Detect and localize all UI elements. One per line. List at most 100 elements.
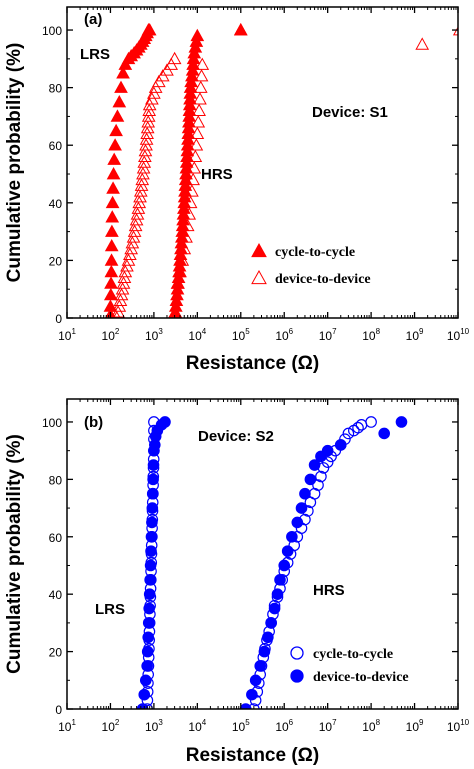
data-point	[278, 559, 291, 572]
data-point	[114, 80, 128, 93]
data-point	[281, 545, 294, 557]
x-tick-label: 102	[102, 327, 120, 343]
data-point	[106, 181, 120, 194]
data-point	[116, 66, 130, 79]
data-point	[143, 588, 156, 600]
y-tick-label: 100	[42, 24, 62, 38]
data-point	[104, 238, 119, 252]
data-point	[191, 115, 206, 128]
data-point	[188, 149, 203, 163]
data-point	[146, 502, 159, 514]
legend-label: cycle-to-cycle	[313, 647, 393, 662]
y-tick-label: 60	[49, 531, 63, 545]
data-point	[193, 92, 207, 105]
data-point	[179, 230, 193, 243]
y-axis-title: Cumulative probability (%)	[4, 434, 25, 674]
legend-label: device-to-device	[313, 670, 409, 685]
data-point	[352, 421, 364, 434]
x-tick-label: 108	[362, 718, 380, 734]
data-point	[182, 207, 197, 220]
data-point	[107, 152, 122, 165]
x-tick-label: 103	[145, 327, 163, 343]
data-point	[291, 516, 304, 529]
data-point	[254, 660, 267, 672]
y-tick-label: 20	[49, 646, 63, 660]
annotation-hrs: HRS	[201, 166, 233, 183]
x-tick-label: 102	[102, 718, 120, 734]
y-tick-label: 100	[42, 416, 62, 430]
x-tick-label: 109	[406, 327, 424, 343]
data-point	[190, 28, 205, 42]
legend-marker	[290, 646, 304, 660]
x-axis-title: Resistance (Ω)	[186, 353, 320, 374]
legend-label: cycle-to-cycle	[275, 245, 355, 260]
y-axis-title: Cumulative probability (%)	[4, 43, 25, 283]
data-point	[159, 416, 171, 428]
x-tick-label: 1010	[447, 718, 470, 734]
data-point	[167, 51, 182, 65]
data-point	[141, 660, 153, 672]
x-tick-label: 105	[232, 327, 250, 343]
plot-frame	[66, 6, 459, 319]
data-point	[415, 37, 430, 50]
device-label: Device: S2	[198, 428, 274, 445]
x-tick-label: 101	[58, 327, 76, 343]
panel-b: 101 102 103 104 105 106 107 108 109 1010 0 20 40 60 80…	[4, 398, 470, 766]
y-tick-label: 0	[55, 312, 62, 326]
x-tick-label: 106	[275, 327, 293, 343]
panel-label: (b)	[84, 414, 103, 431]
data-point	[104, 276, 118, 289]
data-point	[141, 645, 154, 658]
legend-marker	[251, 242, 267, 258]
data-point	[109, 123, 123, 137]
data-point	[105, 224, 119, 237]
data-point	[139, 674, 152, 687]
x-tick-label: 104	[188, 718, 206, 734]
data-point	[365, 416, 377, 428]
data-point	[104, 264, 119, 278]
data-point	[189, 138, 204, 151]
data-point	[233, 23, 248, 36]
data-point	[355, 419, 368, 431]
panel-a: 101 102 103 104 105 106 107 108 109 1010 0 20 40 60 80…	[4, 6, 470, 374]
data-point	[170, 276, 185, 289]
data-point	[246, 688, 258, 701]
x-tick-label: 101	[58, 718, 76, 734]
annotation-lrs: LRS	[95, 601, 125, 618]
data-point	[295, 502, 308, 514]
device-label: Device: S1	[312, 104, 388, 121]
data-point	[342, 427, 355, 440]
annotation-lrs: LRS	[80, 46, 110, 63]
data-point	[142, 617, 155, 629]
data-point	[334, 439, 347, 451]
data-point	[103, 287, 118, 301]
legend-marker	[251, 269, 267, 285]
legend-marker	[290, 669, 304, 683]
data-point	[143, 602, 156, 615]
data-point	[321, 456, 334, 468]
data-point	[265, 617, 277, 629]
data-point	[147, 473, 159, 486]
x-tick-label: 105	[232, 718, 250, 734]
y-tick-label: 80	[49, 82, 63, 96]
x-tick-label: 109	[406, 718, 424, 734]
x-tick-label: 107	[319, 327, 337, 343]
x-tick-label: 1010	[447, 327, 470, 343]
data-point	[103, 299, 118, 312]
data-point	[190, 126, 205, 140]
data-point	[105, 210, 120, 223]
y-tick-label: 40	[49, 197, 63, 211]
data-point	[147, 459, 160, 471]
y-tick-label: 20	[49, 254, 63, 268]
data-point	[106, 166, 121, 180]
data-point	[183, 195, 198, 209]
data-point	[175, 253, 190, 266]
data-point	[177, 241, 192, 255]
data-point	[112, 94, 127, 108]
data-point	[173, 264, 187, 278]
data-point	[308, 459, 321, 471]
series-device-to-device	[136, 416, 408, 709]
x-tick-label: 107	[319, 718, 337, 734]
data-point	[268, 602, 281, 615]
